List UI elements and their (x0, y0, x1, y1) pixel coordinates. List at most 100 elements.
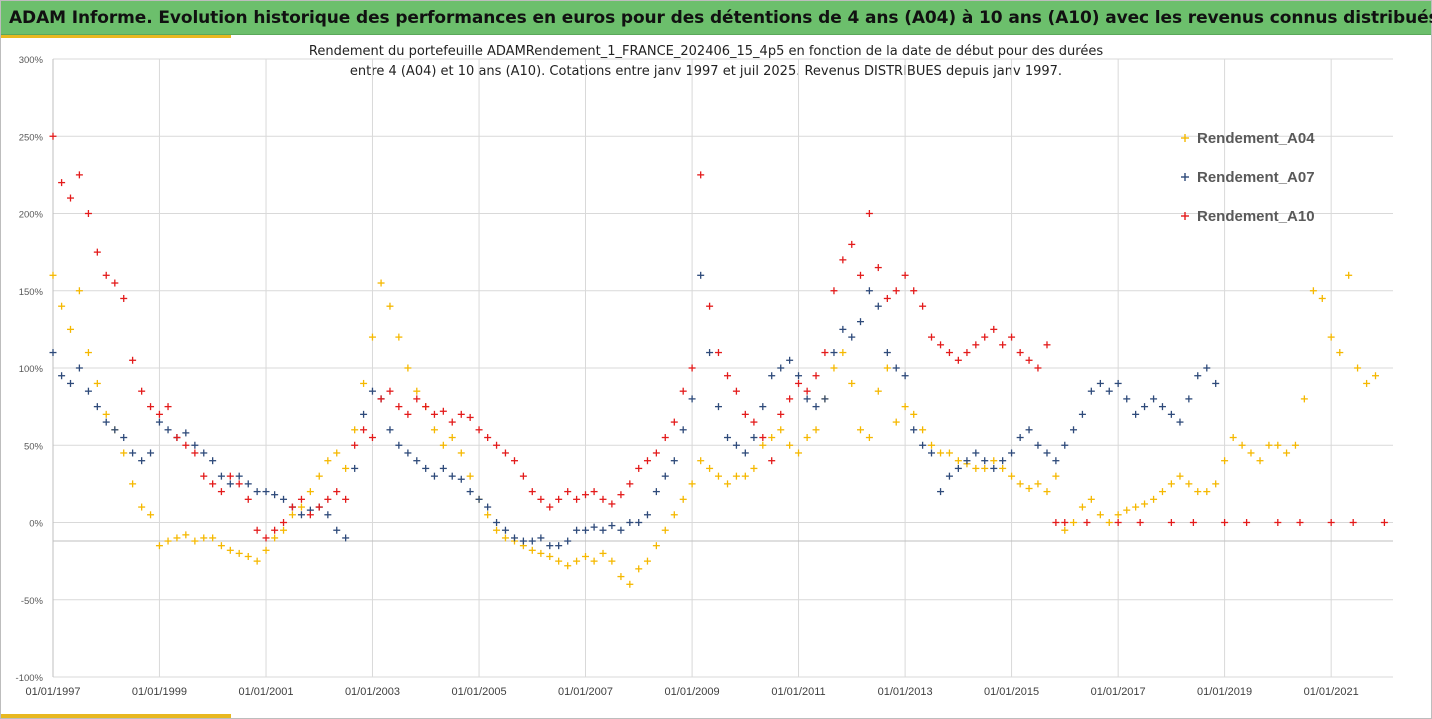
point-rendement-a10 (1327, 519, 1335, 526)
point-rendement-a04 (1070, 519, 1078, 526)
point-rendement-a07 (439, 464, 447, 472)
point-rendement-a10 (1114, 519, 1122, 526)
point-rendement-a07 (510, 534, 518, 542)
point-rendement-a04 (706, 464, 714, 472)
point-rendement-a10 (448, 418, 456, 426)
point-rendement-a04 (209, 534, 217, 542)
point-rendement-a07 (795, 372, 803, 380)
x-tick-label: 01/01/2005 (452, 686, 507, 698)
point-rendement-a04 (865, 434, 873, 442)
point-rendement-a07 (342, 534, 350, 542)
point-rendement-a04 (546, 552, 554, 560)
point-rendement-a04 (795, 449, 803, 457)
y-tick-label: 300% (19, 55, 44, 66)
point-rendement-a10 (1008, 333, 1016, 341)
point-rendement-a04 (608, 557, 616, 565)
chart-title-line-1: Rendement du portefeuille ADAMRendement_… (308, 44, 1104, 59)
point-rendement-a04 (901, 403, 909, 411)
point-rendement-a07 (49, 349, 57, 357)
point-rendement-a07 (528, 537, 536, 545)
point-rendement-a04 (714, 472, 722, 480)
legend-marker-rendement-a04 (1181, 134, 1189, 142)
point-rendement-a04 (235, 549, 243, 557)
point-rendement-a10 (910, 287, 918, 295)
point-rendement-a07 (617, 526, 625, 534)
point-rendement-a07 (1132, 410, 1140, 418)
point-rendement-a04 (200, 534, 208, 542)
point-rendement-a04 (1221, 457, 1229, 465)
point-rendement-a07 (732, 441, 740, 449)
point-rendement-a10 (714, 349, 722, 357)
point-rendement-a04 (910, 410, 918, 418)
point-rendement-a04 (386, 302, 394, 310)
point-rendement-a10 (795, 379, 803, 387)
point-rendement-a07 (324, 511, 332, 519)
point-rendement-a07 (777, 364, 785, 372)
point-rendement-a04 (724, 480, 732, 488)
point-rendement-a04 (1283, 449, 1291, 457)
point-rendement-a10 (430, 410, 438, 418)
point-rendement-a10 (812, 372, 820, 380)
point-rendement-a04 (58, 302, 66, 310)
point-rendement-a07 (661, 472, 669, 480)
point-rendement-a10 (1274, 519, 1282, 526)
point-rendement-a10 (244, 495, 252, 503)
point-rendement-a07 (1061, 441, 1069, 449)
point-rendement-a10 (564, 488, 572, 496)
point-rendement-a10 (901, 271, 909, 279)
x-tick-label: 01/01/2015 (984, 686, 1039, 698)
point-rendement-a04 (679, 495, 687, 503)
point-rendement-a10 (377, 395, 385, 403)
point-rendement-a04 (315, 472, 323, 480)
y-tick-label: -50% (21, 596, 44, 607)
point-rendement-a10 (501, 449, 509, 457)
point-rendement-a07 (874, 302, 882, 310)
point-rendement-a10 (1380, 519, 1388, 526)
legend-label: Rendement_A04 (1197, 130, 1315, 147)
point-rendement-a10 (200, 472, 208, 480)
point-rendement-a04 (981, 464, 989, 472)
point-rendement-a07 (1034, 441, 1042, 449)
point-rendement-a04 (564, 562, 572, 570)
point-rendement-a07 (1176, 418, 1184, 426)
point-rendement-a07 (786, 356, 794, 364)
point-rendement-a04 (990, 457, 998, 465)
point-rendement-a04 (1247, 449, 1255, 457)
point-rendement-a07 (564, 537, 572, 545)
point-rendement-a04 (999, 464, 1007, 472)
point-rendement-a07 (93, 403, 101, 411)
point-rendement-a04 (1318, 294, 1326, 302)
point-rendement-a07 (1150, 395, 1158, 403)
point-rendement-a10 (297, 495, 305, 503)
point-rendement-a07 (1078, 410, 1086, 418)
point-rendement-a10 (191, 449, 199, 457)
point-rendement-a10 (1221, 519, 1229, 526)
point-rendement-a07 (1070, 426, 1078, 434)
point-rendement-a10 (342, 495, 350, 503)
x-tick-label: 01/01/2011 (771, 686, 825, 698)
point-rendement-a07 (590, 523, 598, 531)
point-rendement-a10 (1167, 519, 1175, 526)
point-rendement-a04 (377, 279, 385, 287)
point-rendement-a07 (244, 480, 252, 488)
point-rendement-a10 (937, 341, 945, 349)
point-rendement-a10 (1349, 519, 1357, 526)
x-tick-label: 01/01/2003 (345, 686, 400, 698)
point-rendement-a04 (848, 379, 856, 387)
point-rendement-a07 (475, 495, 483, 503)
point-rendement-a10 (315, 503, 323, 511)
point-rendement-a04 (839, 349, 847, 357)
point-rendement-a04 (271, 534, 279, 542)
point-rendement-a04 (1327, 333, 1335, 341)
point-rendement-a04 (1096, 511, 1104, 519)
point-rendement-a07 (741, 449, 749, 457)
point-rendement-a07 (466, 488, 474, 496)
point-rendement-a04 (1212, 480, 1220, 488)
point-rendement-a04 (262, 546, 270, 554)
point-rendement-a07 (1016, 434, 1024, 442)
point-rendement-a07 (706, 349, 714, 357)
point-rendement-a10 (138, 387, 146, 395)
point-rendement-a10 (413, 395, 421, 403)
point-rendement-a04 (120, 449, 128, 457)
point-rendement-a04 (759, 441, 767, 449)
